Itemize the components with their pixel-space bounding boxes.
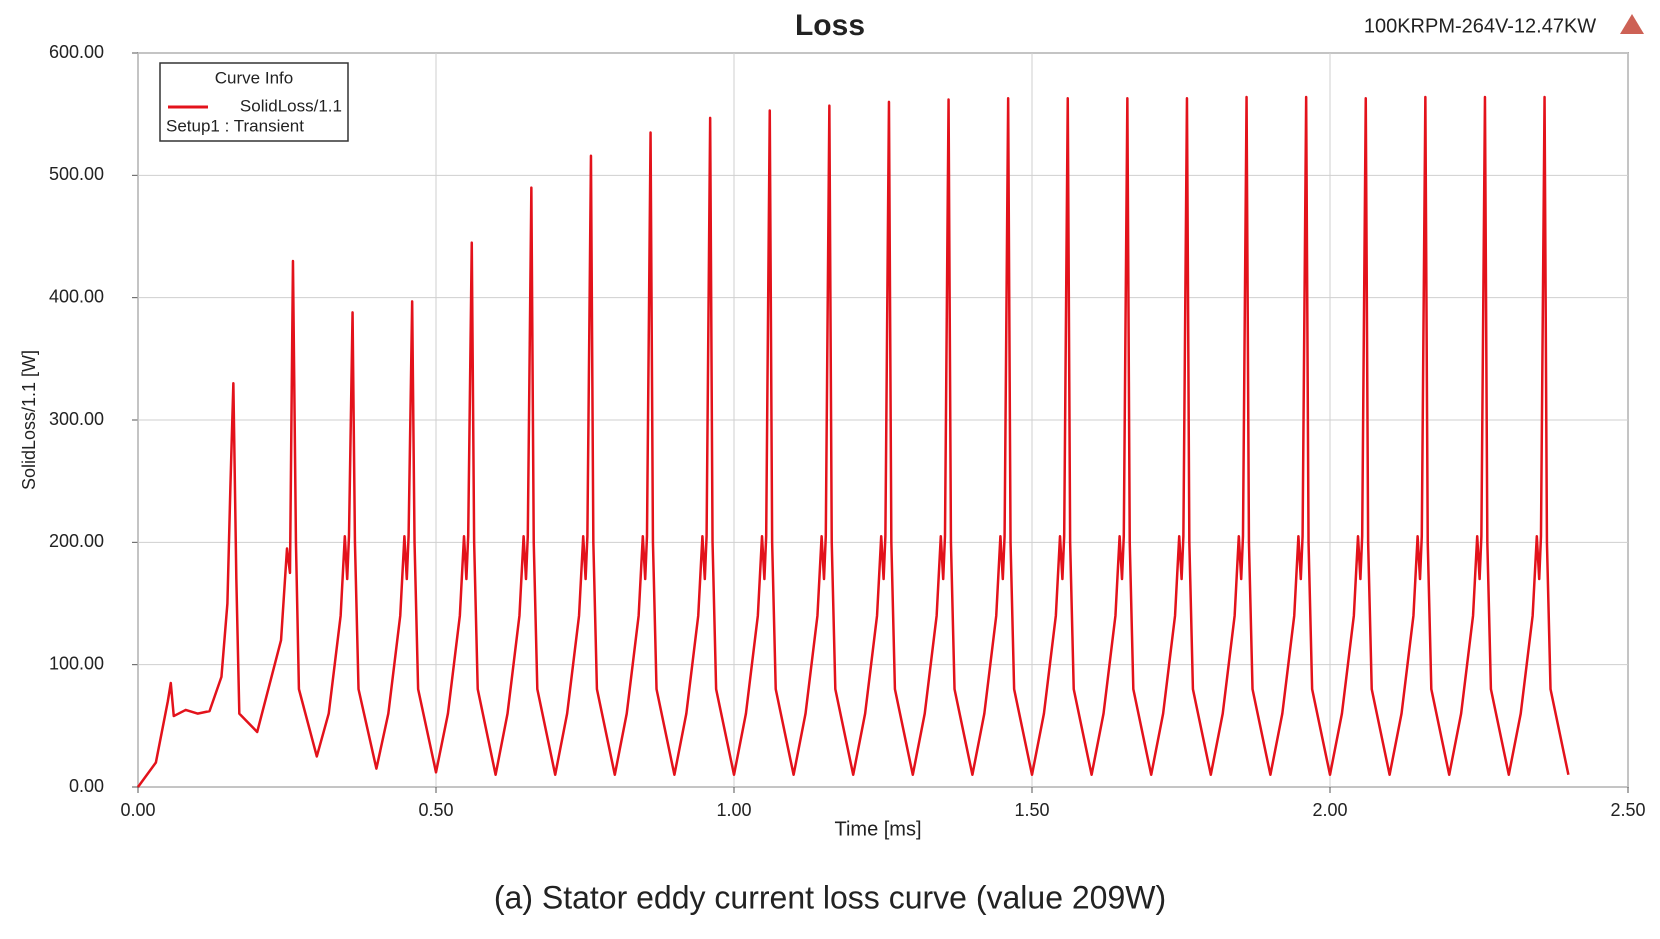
- y-axis-label: SolidLoss/1.1 [W]: [19, 350, 39, 490]
- y-tick-label: 200.00: [49, 531, 104, 551]
- caption: (a) Stator eddy current loss curve (valu…: [494, 879, 1166, 915]
- y-tick-label: 400.00: [49, 286, 104, 306]
- legend-box: [159, 62, 349, 142]
- y-tick-label: 600.00: [49, 42, 104, 62]
- legend-label: SolidLoss/1.1: [240, 96, 342, 115]
- data-line: [136, 95, 1570, 788]
- x-tick-label: 0.00: [120, 800, 155, 820]
- x-tick-label: 0.50: [418, 800, 453, 820]
- y-tick-label: 300.00: [49, 409, 104, 429]
- x-tick-label: 2.50: [1610, 800, 1645, 820]
- x-tick-label: 2.00: [1312, 800, 1347, 820]
- legend-title: Curve Info: [215, 68, 293, 87]
- x-axis-label: Time [ms]: [834, 818, 921, 840]
- y-tick-label: 100.00: [49, 653, 104, 673]
- x-tick-label: 1.50: [1014, 800, 1049, 820]
- y-tick-label: 500.00: [49, 164, 104, 184]
- x-tick-label: 1.00: [716, 800, 751, 820]
- logo: [1620, 14, 1644, 34]
- y-tick-label: 0.00: [69, 776, 104, 796]
- legend-note: Setup1 : Transient: [166, 116, 304, 135]
- chart-title: Loss: [795, 9, 865, 42]
- chart-subtitle: 100KRPM-264V-12.47KW: [1364, 15, 1596, 37]
